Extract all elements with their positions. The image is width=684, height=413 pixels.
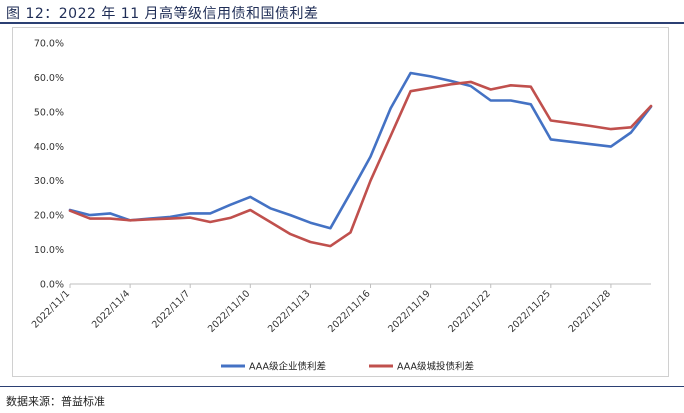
spread-line-chart: 0.0% 10.0% 20.0% 30.0% 40.0% 50.0% 60.0% 70.0% 2… (30, 39, 653, 373)
x-tick-label: 2022/11/13 (266, 288, 313, 335)
x-tick-label: 2022/11/19 (386, 288, 433, 335)
y-tick-label: 70.0% (34, 39, 64, 50)
x-tick-label: 2022/11/28 (567, 288, 614, 335)
legend-label-2: AAA级城投债利差 (397, 361, 474, 373)
y-tick-label: 50.0% (34, 107, 64, 118)
data-source: 数据来源：普益标准 (6, 395, 105, 408)
x-tick-label: 2022/11/25 (506, 288, 553, 335)
series-line-2 (68, 80, 653, 248)
series-line-1 (68, 71, 653, 230)
x-tick-label: 2022/11/16 (326, 288, 373, 335)
x-tick-label: 2022/11/22 (446, 288, 493, 335)
y-tick-label: 30.0% (34, 176, 64, 187)
x-tick-label: 2022/11/7 (150, 288, 192, 330)
y-tick-label: 60.0% (34, 73, 64, 84)
figure-title: 图 12：2022 年 11 月高等级信用债和国债利差 (6, 6, 319, 22)
x-tick-label: 2022/11/4 (90, 288, 132, 330)
title-rule (0, 22, 684, 24)
chart-area: 0.0% 10.0% 20.0% 30.0% 40.0% 50.0% 60.0% 70.0% 2… (12, 27, 669, 377)
y-tick-label: 20.0% (34, 211, 64, 222)
y-tick-label: 0.0% (40, 280, 64, 291)
x-tick-label: 2022/11/10 (206, 288, 253, 335)
bottom-rule (0, 386, 684, 387)
x-tick-label: 2022/11/1 (30, 288, 72, 330)
y-tick-label: 40.0% (34, 142, 64, 153)
legend-label-1: AAA级企业债利差 (249, 361, 326, 373)
y-tick-label: 10.0% (34, 245, 64, 256)
